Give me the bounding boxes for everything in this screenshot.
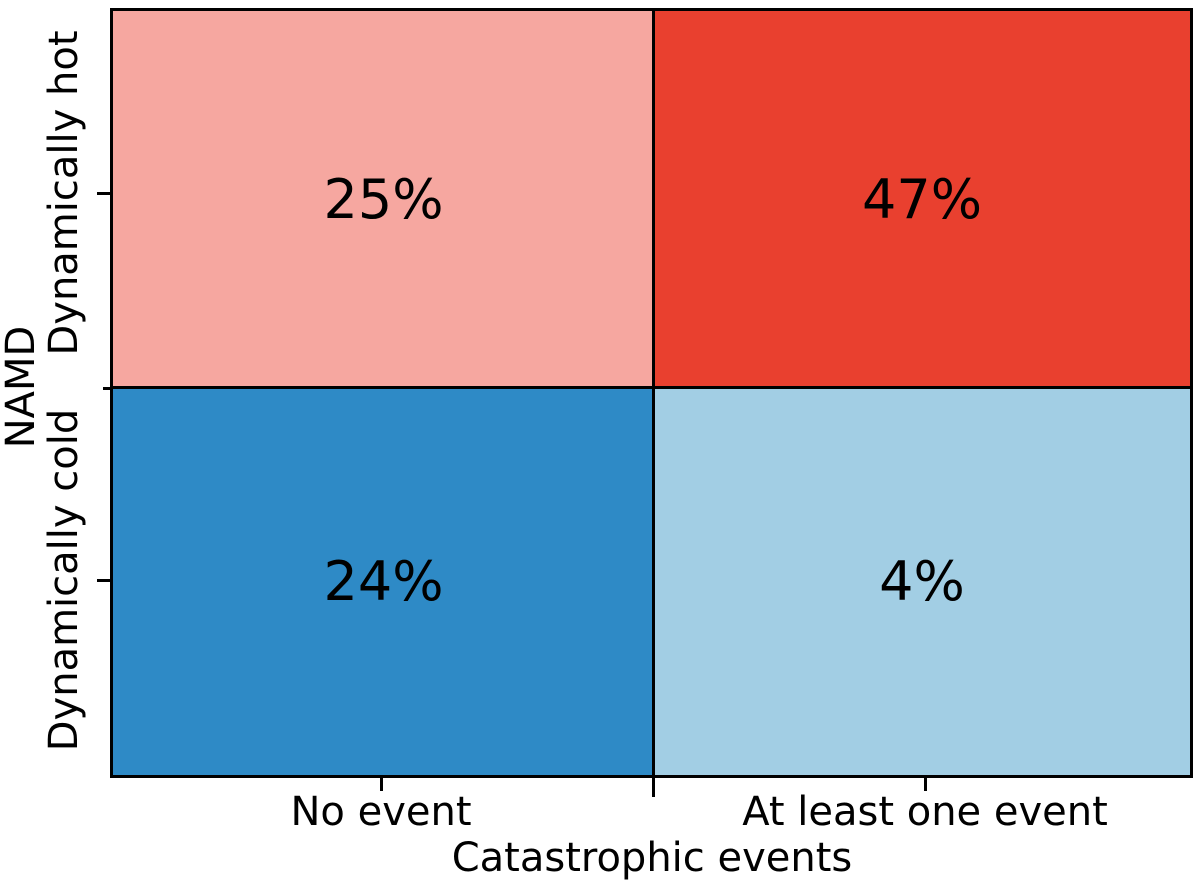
x-axis-label: Catastrophic events [451,835,853,881]
cell-value-cold-no-event: 24% [323,549,444,613]
cell-value-hot-no-event: 25% [323,167,444,231]
quadrant-hot-at-least-one-event: 47% [654,11,1190,388]
quadrant-cold-no-event: 24% [113,388,654,775]
y-tick-hot [97,192,110,195]
x-tick-at-least-one [924,778,927,791]
y-tick-label-dynamically-hot: Dynamically hot [41,30,87,356]
cell-value-hot-at-least-one-event: 47% [861,167,983,231]
y-tick-label-dynamically-cold: Dynamically cold [41,408,87,752]
plot-area: 25% 47% 24% 4% [110,8,1193,778]
quadrant-cold-at-least-one-event: 4% [654,388,1190,775]
y-tick-cold [97,579,110,582]
column-divider-line [652,11,655,775]
x-tick-label-no-event: No event [290,789,472,835]
cell-value-cold-at-least-one-event: 4% [879,549,965,613]
row-divider-line [113,386,1190,389]
x-tick-label-at-least-one-event: At least one event [742,789,1108,835]
y-axis-label: NAMD [0,325,44,449]
x-tick-no-event [380,778,383,791]
x-column-divider-tick [652,778,655,797]
y-row-divider-tick [103,387,110,390]
quadrant-hot-no-event: 25% [113,11,654,388]
